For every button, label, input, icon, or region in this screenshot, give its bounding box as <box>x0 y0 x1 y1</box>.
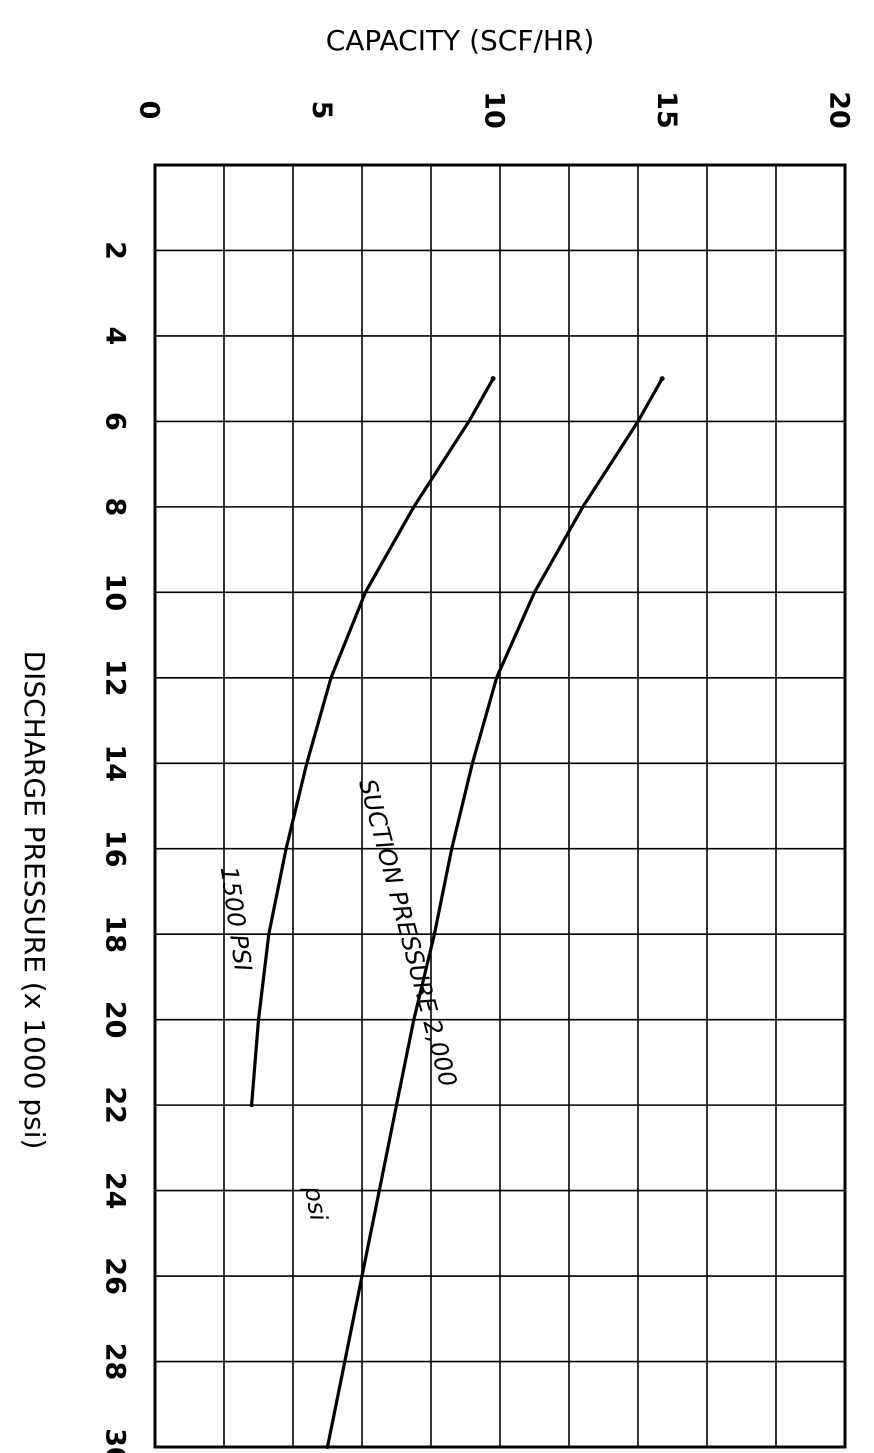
pressure-axis-title: DISCHARGE PRESSURE (x 1000 psi) <box>18 651 51 1150</box>
series-layer <box>249 376 665 1449</box>
pressure-tick-label: 18 <box>100 915 131 953</box>
pressure-tick-label: 12 <box>100 659 131 697</box>
pressure-tick-label: 14 <box>100 744 131 782</box>
series-line-2 <box>325 377 664 1449</box>
pressure-tick-label: 16 <box>100 830 131 868</box>
pressure-tick-label: 22 <box>100 1086 131 1124</box>
pressure-tick-label: 2 <box>100 241 131 260</box>
capacity-tick-label: 5 <box>306 101 337 120</box>
capacity-tick-label: 10 <box>479 91 510 129</box>
grid <box>155 165 845 1447</box>
pressure-tick-label: 30 <box>100 1428 131 1453</box>
capacity-tick-labels: 0 5 10 15 20 <box>134 91 855 129</box>
pressure-tick-label: 10 <box>100 574 131 612</box>
plot-frame <box>153 163 847 1449</box>
pressure-tick-label: 28 <box>100 1343 131 1381</box>
series-end-point <box>249 1103 254 1108</box>
series-label-2000-psi-line-2: psi <box>299 1183 333 1223</box>
series-start-point <box>490 376 496 382</box>
pressure-tick-label: 24 <box>100 1172 131 1210</box>
capacity-tick-label: 0 <box>134 101 165 120</box>
pressure-tick-label: 20 <box>100 1001 131 1039</box>
capacity-tick-label: 20 <box>824 91 855 129</box>
pressure-tick-label: 6 <box>100 412 131 431</box>
series-start-point <box>659 376 665 382</box>
pressure-tick-label: 8 <box>100 497 131 516</box>
pressure-tick-label: 4 <box>100 327 131 346</box>
series-end-point <box>325 1445 330 1449</box>
pressure-tick-label: 26 <box>100 1257 131 1295</box>
capacity-axis-title: CAPACITY (SCF/HR) <box>326 24 595 57</box>
capacity-tick-label: 15 <box>651 91 682 129</box>
series-line-1 <box>250 377 495 1107</box>
